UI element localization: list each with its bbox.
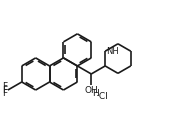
Text: NH: NH: [106, 47, 119, 56]
Text: OH: OH: [84, 86, 98, 95]
Text: F: F: [2, 89, 7, 98]
Text: F: F: [2, 85, 7, 94]
Text: F: F: [2, 82, 7, 91]
Text: ·Cl: ·Cl: [96, 92, 108, 100]
Text: H: H: [92, 89, 99, 98]
